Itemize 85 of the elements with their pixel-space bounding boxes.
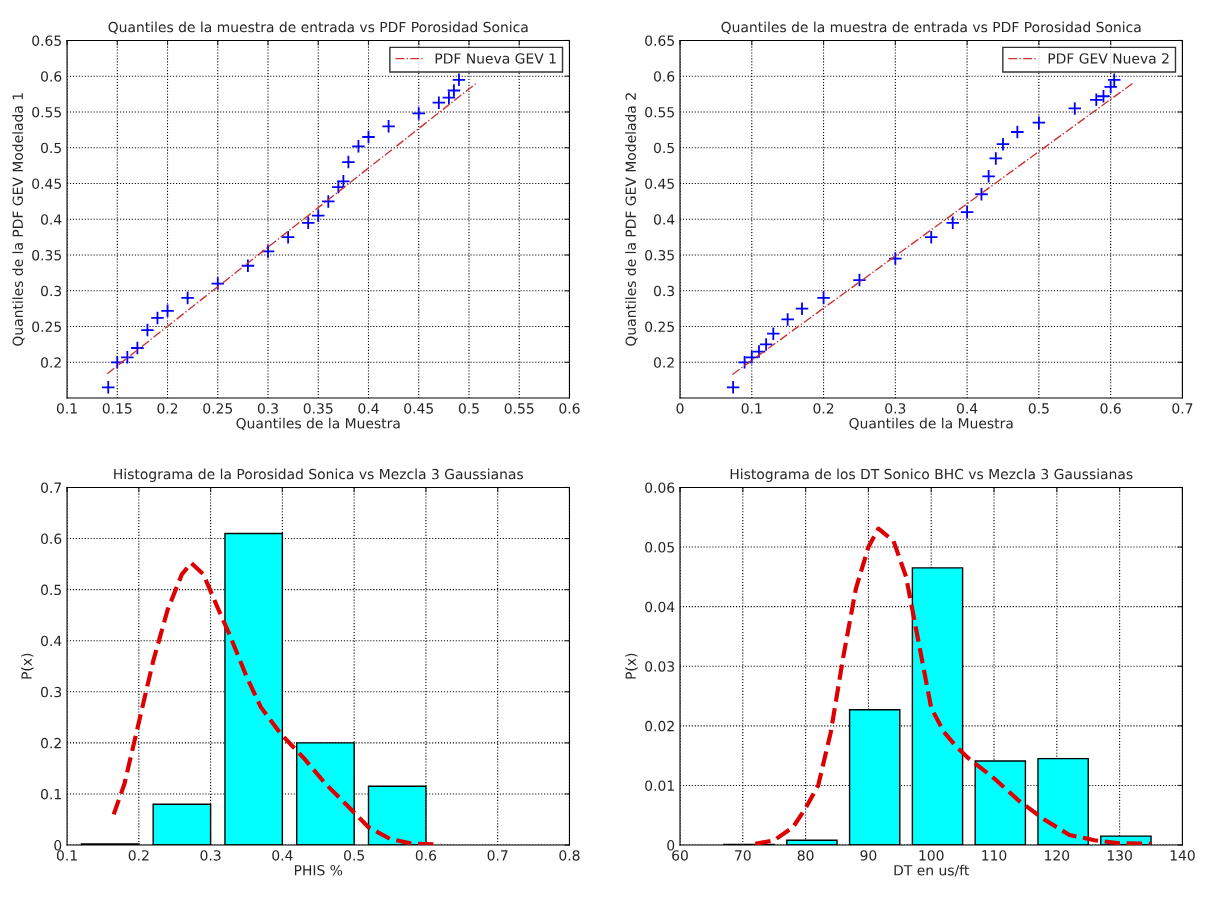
y-axis-title: P(x) xyxy=(625,653,638,679)
legend-label: PDF GEV Nueva 2 xyxy=(1048,53,1169,64)
y-axis-title: Quantiles de la PDF GEV Modelada 2 xyxy=(625,93,638,346)
x-tick-label: 80 xyxy=(797,850,814,861)
x-axis-title: DT en us/ft xyxy=(894,864,969,877)
y-tick-label: 0.7 xyxy=(41,482,61,493)
y-tick-label: 0.3 xyxy=(653,285,675,297)
y-tick-label: 0.3 xyxy=(41,686,62,698)
legend-label: PDF Nueva GEV 1 xyxy=(435,53,556,64)
y-tick-label: 0.5 xyxy=(41,584,61,596)
y-tick-label: 0.2 xyxy=(653,357,674,368)
x-tick-label: 0.55 xyxy=(504,403,534,414)
y-tick-label: 0 xyxy=(54,840,62,851)
x-tick-label: 60 xyxy=(672,850,688,861)
y-tick-label: 0 xyxy=(667,840,675,851)
x-tick-label: 140 xyxy=(1170,850,1195,861)
x-tick-label: 0.15 xyxy=(102,403,132,414)
y-tick-label: 0.5 xyxy=(41,142,61,154)
x-tick-label: 0.5 xyxy=(344,850,364,861)
y-tick-label: 0.02 xyxy=(645,720,674,732)
y-tick-label: 0.45 xyxy=(645,178,674,189)
y-tick-label: 0.4 xyxy=(41,214,62,225)
y-tick-label: 0.45 xyxy=(32,178,61,189)
x-tick-label: 0.4 xyxy=(956,403,978,414)
y-tick-label: 0.65 xyxy=(645,35,674,46)
x-tick-label: 0.8 xyxy=(559,850,580,861)
x-tick-label: 110 xyxy=(982,850,1007,861)
chart-title: Histograma de la Porosidad Sonica vs Mezcla 3 Gaussianas xyxy=(114,468,523,483)
x-tick-label: 0 xyxy=(676,403,684,414)
x-tick-label: 90 xyxy=(860,850,877,861)
x-tick-label: 0.25 xyxy=(203,403,233,414)
y-tick-label: 0.6 xyxy=(41,533,62,545)
y-tick-label: 0.3 xyxy=(41,285,62,297)
x-tick-label: 0.3 xyxy=(257,403,278,414)
x-axis-title: Quantiles de la Muestra xyxy=(849,417,1013,431)
x-tick-label: 0.45 xyxy=(404,403,433,414)
x-tick-label: 0.2 xyxy=(128,850,149,861)
x-tick-label: 0.6 xyxy=(559,403,580,414)
y-tick-label: 0.4 xyxy=(41,635,62,647)
x-tick-label: 0.3 xyxy=(200,850,221,861)
x-tick-label: 0.1 xyxy=(56,850,77,861)
y-tick-label: 0.35 xyxy=(645,249,674,261)
chart-title: Histograma de los DT Sonico BHC vs Mezcla 3 Gaussianas xyxy=(730,468,1133,483)
chart-title: Quantiles de la muestra de entrada vs PDF Porosidad Sonica xyxy=(108,21,528,34)
y-tick-label: 0.35 xyxy=(32,249,61,261)
y-tick-label: 0.03 xyxy=(645,661,675,672)
x-tick-label: 0.5 xyxy=(458,403,479,414)
y-axis-title: Quantiles de la PDF GEV Modelada 1 xyxy=(12,93,25,346)
y-tick-label: 0.25 xyxy=(645,321,674,333)
x-tick-label: 0.6 xyxy=(415,850,437,861)
x-tick-label: 0.6 xyxy=(1100,403,1121,414)
x-tick-label: 120 xyxy=(1045,850,1070,861)
x-axis-title: Quantiles de la Muestra xyxy=(236,417,400,431)
y-tick-label: 0.04 xyxy=(645,601,675,613)
x-tick-label: 0.7 xyxy=(487,850,508,861)
x-tick-label: 0.4 xyxy=(272,850,293,861)
x-tick-label: 100 xyxy=(919,850,944,861)
x-tick-label: 0.4 xyxy=(358,403,379,414)
y-tick-label: 0.25 xyxy=(32,321,61,333)
x-tick-label: 0.3 xyxy=(885,403,906,414)
x-tick-label: 0.2 xyxy=(157,403,178,414)
y-axis-title: P(x) xyxy=(21,653,34,679)
y-tick-label: 0.55 xyxy=(645,106,674,118)
y-tick-label: 0.6 xyxy=(41,71,62,82)
y-tick-label: 0.55 xyxy=(32,106,61,118)
y-tick-label: 0.2 xyxy=(41,737,61,749)
y-tick-label: 0.05 xyxy=(645,542,674,553)
x-axis-title: PHIS % xyxy=(294,865,343,876)
x-tick-label: 0.1 xyxy=(741,403,762,414)
y-tick-label: 0.4 xyxy=(653,214,675,225)
x-tick-label: 0.1 xyxy=(56,403,77,414)
x-tick-label: 0.35 xyxy=(303,403,333,414)
y-tick-label: 0.2 xyxy=(41,357,61,368)
y-tick-label: 0.1 xyxy=(41,788,61,800)
y-tick-label: 0.6 xyxy=(653,71,675,82)
chart-title: Quantiles de la muestra de entrada vs PDF Porosidad Sonica xyxy=(721,21,1141,34)
y-tick-label: 0.5 xyxy=(653,142,674,154)
x-tick-label: 0.5 xyxy=(1028,403,1049,414)
x-tick-label: 70 xyxy=(735,850,751,861)
y-tick-label: 0.65 xyxy=(32,35,61,46)
y-tick-label: 0.06 xyxy=(645,482,675,493)
x-tick-label: 0.2 xyxy=(813,403,834,414)
y-tick-label: 0.01 xyxy=(645,780,674,791)
x-tick-label: 130 xyxy=(1107,850,1132,861)
x-tick-label: 0.7 xyxy=(1172,403,1193,414)
